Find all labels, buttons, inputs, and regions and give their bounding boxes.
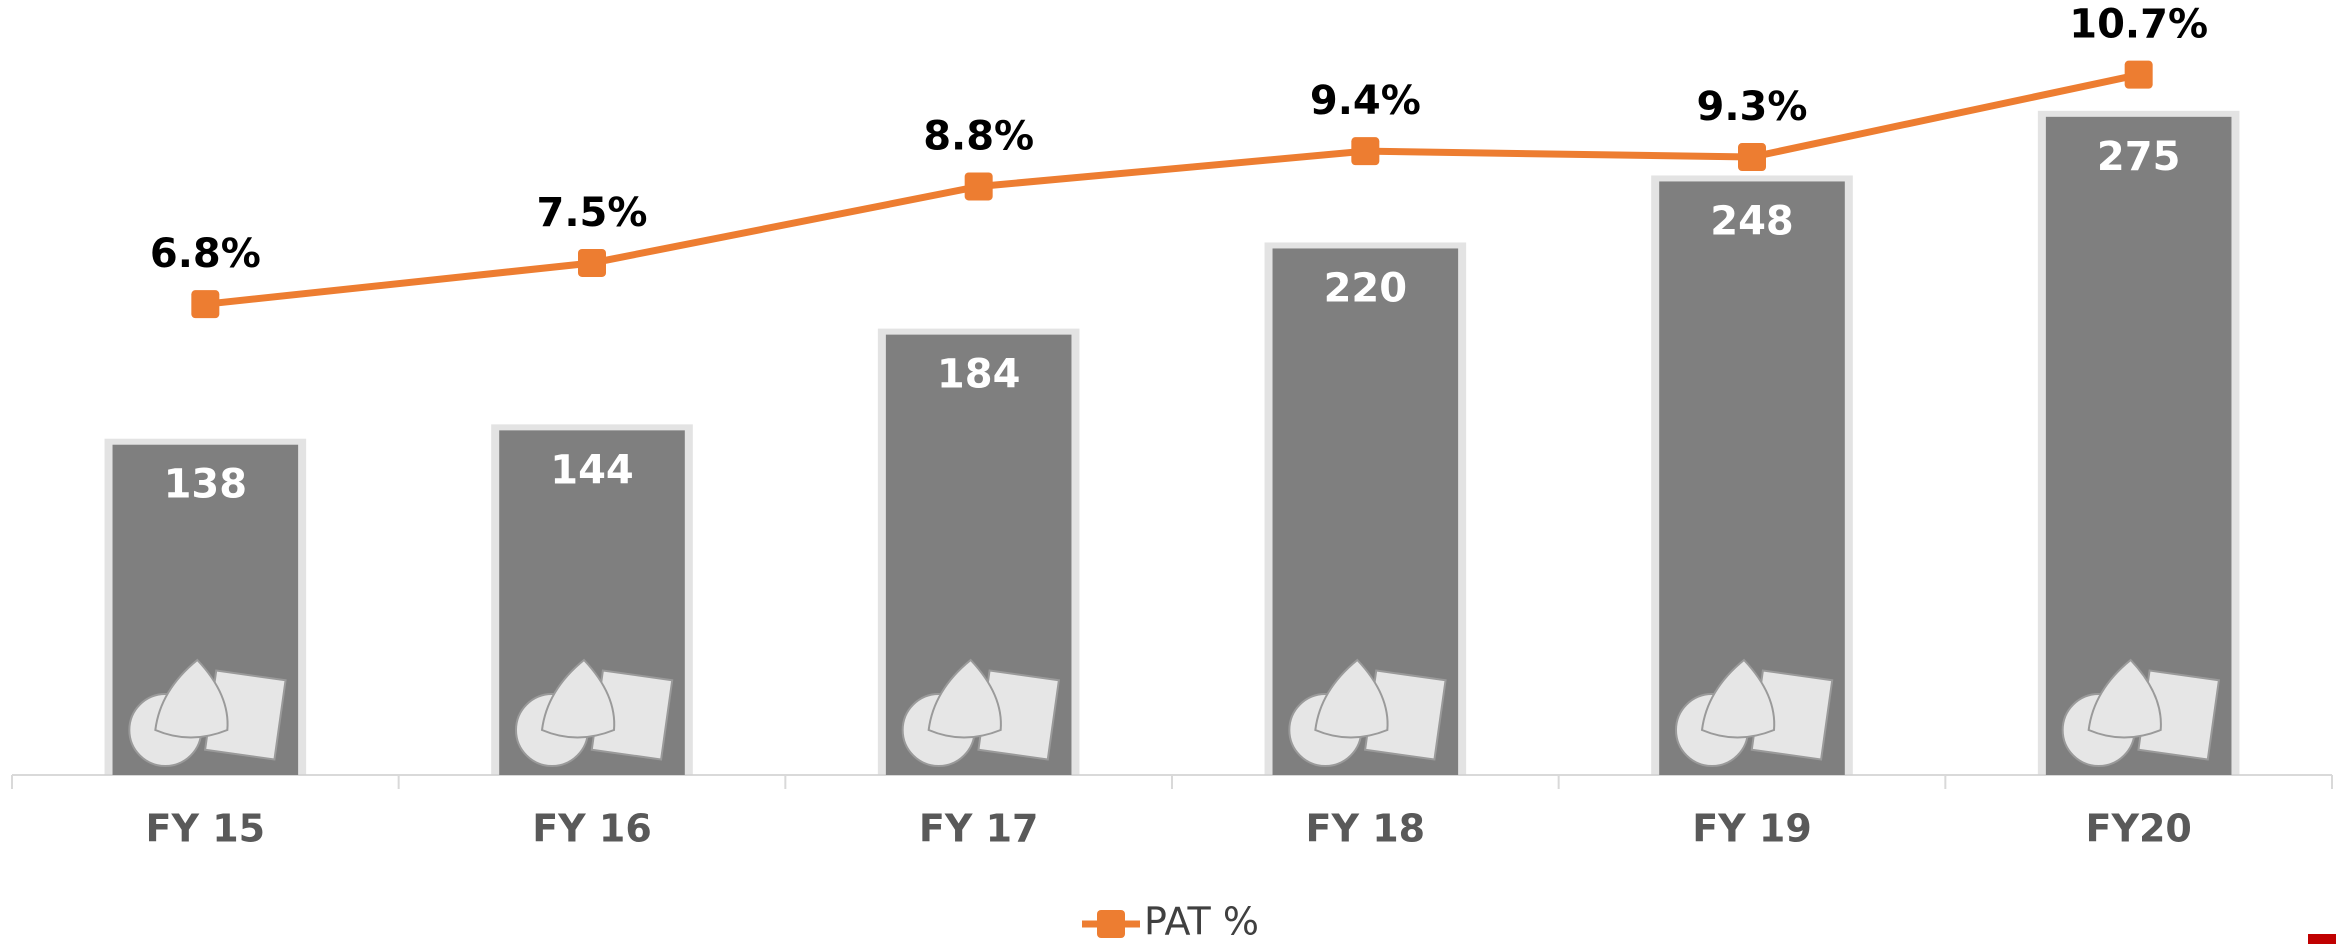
icon-triangle	[2087, 658, 2162, 739]
sandpaper-icon	[1288, 658, 1447, 767]
line	[204, 71, 2140, 308]
legend-marker	[1097, 910, 1125, 938]
icon-triangle	[540, 658, 616, 739]
icon-triangle	[927, 658, 1002, 739]
sandpaper-icon	[1675, 658, 1834, 767]
line-marker	[1738, 143, 1766, 172]
x-tick-label: FY 17	[919, 807, 1039, 851]
line-value-label: 8.8%	[923, 113, 1034, 159]
line-marker	[191, 290, 220, 319]
bar-value-label: 220	[1324, 265, 1408, 311]
x-tick-label: FY 19	[1692, 807, 1812, 851]
line-marker	[578, 248, 606, 277]
x-tick-label: FY20	[2085, 807, 2191, 851]
bar-value-label: 144	[550, 447, 634, 493]
line-marker	[964, 172, 993, 201]
legend-label: PAT %	[1144, 900, 1259, 944]
x-tick-label: FY 18	[1306, 807, 1426, 851]
corner-decoration	[2308, 934, 2336, 944]
bar-value-label: 275	[2097, 134, 2181, 180]
bar-value-label: 138	[164, 462, 248, 508]
icon-triangle	[1314, 658, 1389, 739]
line-value-label: 9.4%	[1310, 78, 1421, 124]
icon-triangle	[154, 658, 229, 739]
sandpaper-icon	[128, 658, 287, 767]
x-tick-label: FY 15	[146, 807, 266, 851]
line-value-label: 10.7%	[2069, 2, 2208, 48]
icon-triangle	[1700, 658, 1776, 739]
bar	[2045, 116, 2232, 776]
line-value-label: 6.8%	[150, 231, 261, 277]
line-value-label: 9.3%	[1697, 84, 1808, 130]
bar-value-label: 248	[1710, 198, 1794, 244]
sandpaper-icon	[901, 658, 1061, 767]
x-tick-label: FY 16	[532, 807, 652, 851]
line-marker	[2124, 60, 2153, 89]
line-value-label: 7.5%	[537, 190, 648, 236]
line-marker	[1351, 137, 1380, 166]
bar-value-label: 184	[937, 352, 1021, 398]
sandpaper-icon	[515, 658, 674, 767]
sandpaper-icon	[2061, 658, 2221, 767]
